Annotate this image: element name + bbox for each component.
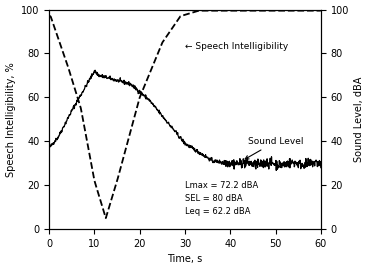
Text: ← Speech Intelligibility: ← Speech Intelligibility (185, 42, 288, 51)
X-axis label: Time, s: Time, s (167, 254, 203, 264)
Y-axis label: Sound Level, dBA: Sound Level, dBA (354, 77, 364, 162)
Y-axis label: Speech Intelligibility, %: Speech Intelligibility, % (6, 62, 16, 177)
Text: Lmax = 72.2 dBA
SEL = 80 dBA
Leq = 62.2 dBA: Lmax = 72.2 dBA SEL = 80 dBA Leq = 62.2 … (185, 181, 258, 216)
Text: Sound Level: Sound Level (245, 137, 304, 159)
